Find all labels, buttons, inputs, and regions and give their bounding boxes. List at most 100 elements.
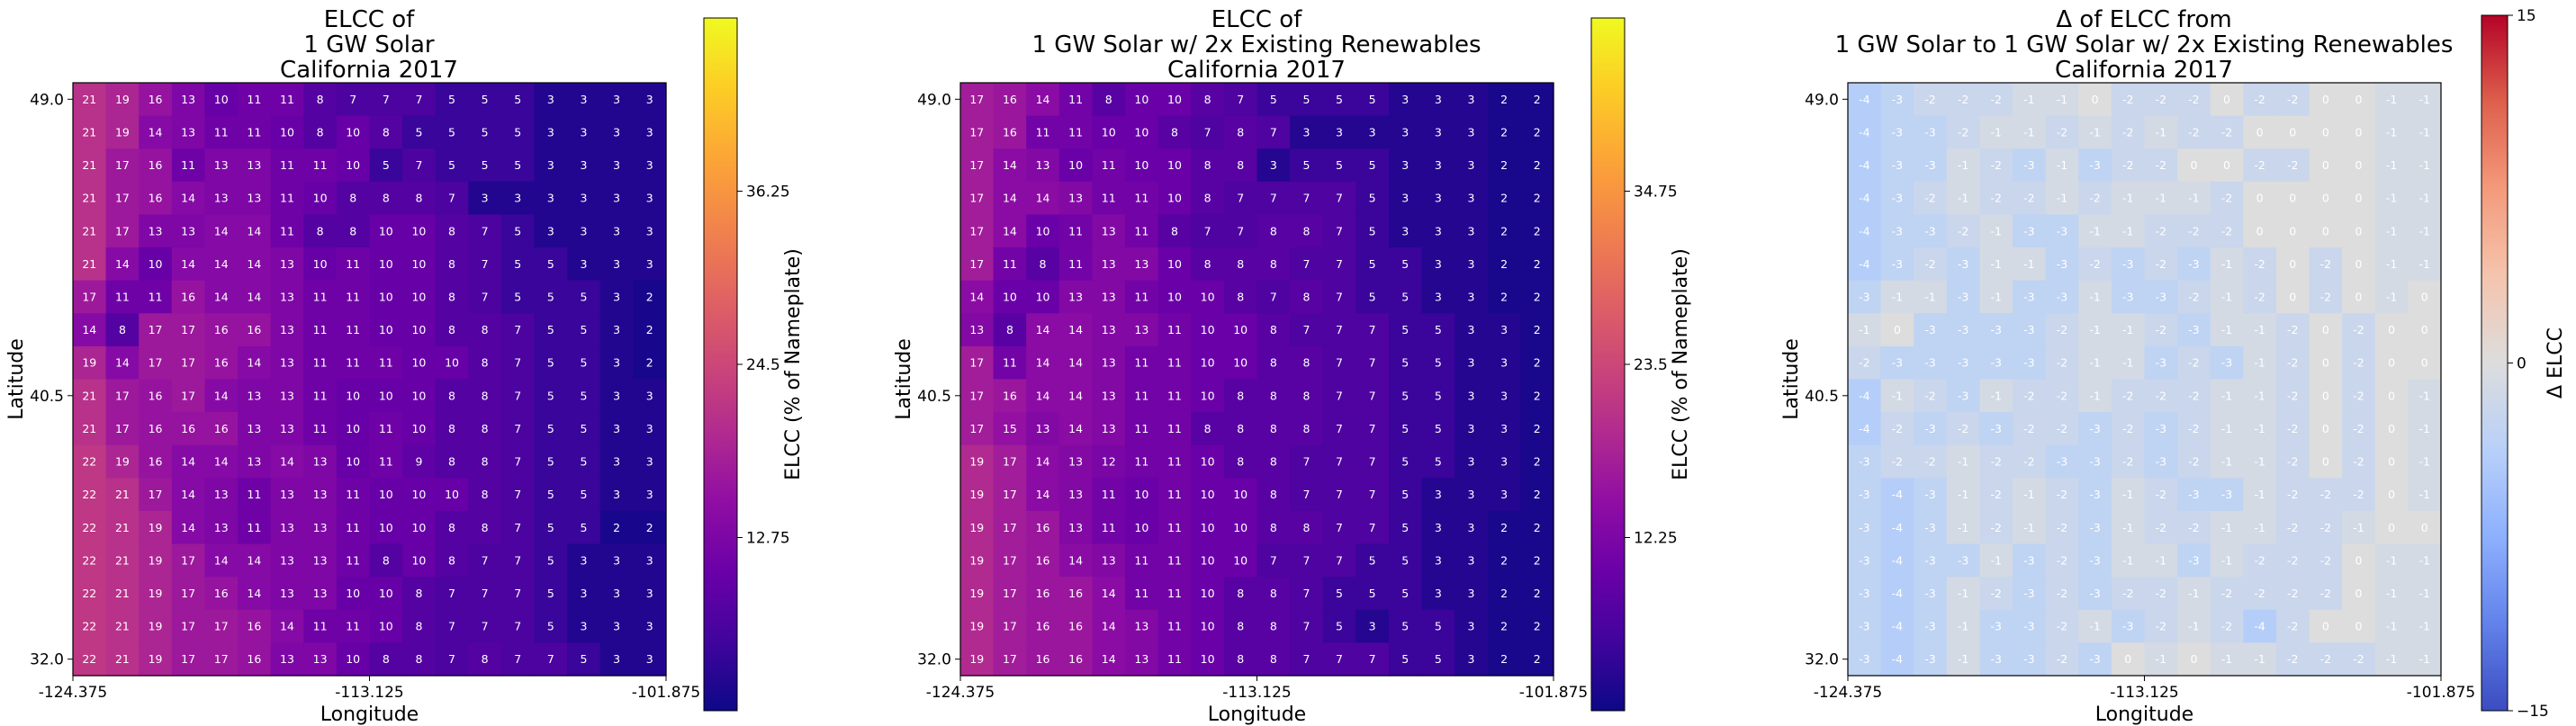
cell-value-label: -4 <box>1892 553 1904 567</box>
heatmap-cell <box>2309 412 2343 446</box>
heatmap-cell <box>2309 148 2343 183</box>
heatmap-cell <box>1223 444 1258 479</box>
x-tick-label: -124.375 <box>926 684 995 702</box>
heatmap-cell <box>1125 280 1159 314</box>
cell-value-label: 2 <box>646 323 653 336</box>
cell-value-label: 8 <box>415 620 422 633</box>
cell-value-label: 11 <box>313 356 328 370</box>
cell-value-label: 0 <box>2289 192 2296 205</box>
heatmap-cell <box>2013 379 2047 413</box>
cell-value-label: -1 <box>2221 422 2232 435</box>
cell-value-label: 3 <box>1467 422 1474 435</box>
heatmap-cell <box>369 280 403 314</box>
heatmap-cell <box>599 214 634 248</box>
heatmap-cell <box>1256 577 1291 611</box>
heatmap-cell <box>1455 543 1489 578</box>
heatmap-cell <box>1223 214 1258 248</box>
heatmap-cell <box>1388 115 1423 149</box>
cell-value-label: 17 <box>115 224 130 238</box>
cell-value-label: 14 <box>1036 192 1050 205</box>
heatmap-cell <box>2342 83 2376 117</box>
cell-value-label: 8 <box>1237 290 1244 303</box>
cell-value-label: 8 <box>448 389 455 402</box>
heatmap-cell <box>1356 444 1390 479</box>
heatmap-cell <box>1322 609 1356 643</box>
heatmap-cell <box>2374 642 2409 677</box>
cell-value-label: -1 <box>2089 224 2100 238</box>
cell-value-label: 0 <box>2256 125 2264 139</box>
cell-value-label: 16 <box>1036 553 1050 567</box>
cell-value-label: 21 <box>115 620 130 633</box>
heatmap-cell <box>2275 510 2310 545</box>
heatmap-cell <box>534 181 568 216</box>
chart-title-line: 1 GW Solar <box>303 31 434 58</box>
heatmap-cell <box>500 577 536 611</box>
cell-value-label: -1 <box>2221 521 2232 534</box>
heatmap-cell <box>105 115 140 149</box>
heatmap-cell <box>1223 313 1258 347</box>
heatmap-cell <box>171 280 206 314</box>
cell-value-label: 0 <box>2355 158 2362 172</box>
cell-value-label: -3 <box>1892 356 1903 370</box>
x-tick-label: -101.875 <box>2407 684 2475 702</box>
cell-value-label: 7 <box>1369 389 1376 402</box>
cell-value-label: -1 <box>2057 158 2067 172</box>
cell-value-label: 19 <box>969 488 984 501</box>
cell-value-label: 14 <box>1036 356 1050 370</box>
heatmap-cell <box>171 543 206 578</box>
heatmap-cell <box>204 642 239 677</box>
cell-value-label: 10 <box>1201 553 1215 567</box>
heatmap-cell <box>1191 345 1225 381</box>
heatmap-cell <box>1979 577 2013 611</box>
chart-title-line: California 2017 <box>2055 57 2233 84</box>
heatmap-cell <box>2111 214 2146 248</box>
heatmap-cell <box>2408 280 2442 314</box>
heatmap-cell <box>993 478 1027 512</box>
heatmap-cell <box>500 543 536 578</box>
cell-value-label: 10 <box>445 356 459 370</box>
heatmap-cell <box>1322 313 1356 347</box>
cell-value-label: 8 <box>482 488 489 501</box>
cell-value-label: -3 <box>2057 455 2067 469</box>
cell-value-label: -2 <box>2353 356 2364 370</box>
cell-value-label: 17 <box>181 553 195 567</box>
cell-value-label: 2 <box>1500 620 1508 633</box>
heatmap-cell <box>2309 478 2343 512</box>
cell-value-label: 10 <box>379 389 393 402</box>
heatmap-cell <box>2045 115 2079 149</box>
heatmap-cell <box>105 412 140 446</box>
cell-value-label: -3 <box>2188 323 2199 336</box>
heatmap-cell <box>1322 83 1356 117</box>
cell-value-label: -3 <box>1859 488 1869 501</box>
cell-value-label: -4 <box>1859 125 1870 139</box>
cell-value-label: -2 <box>2221 192 2232 205</box>
heatmap-cell <box>2111 510 2146 545</box>
heatmap-cell <box>2342 181 2376 216</box>
cell-value-label: 5 <box>514 290 521 303</box>
heatmap-cell <box>2374 577 2409 611</box>
cell-value-label: -3 <box>2023 323 2034 336</box>
heatmap-cell <box>1455 214 1489 248</box>
cell-value-label: 5 <box>1435 389 1442 402</box>
colorbar-tick-label: 34.75 <box>1634 184 1678 202</box>
cell-value-label: -2 <box>2057 620 2067 633</box>
cell-value-label: -2 <box>2287 488 2298 501</box>
heatmap-cell <box>1520 181 1554 216</box>
cell-value-label: 14 <box>280 455 294 469</box>
cell-value-label: 10 <box>346 389 360 402</box>
heatmap-cell <box>2210 444 2244 479</box>
heatmap-cell <box>2013 478 2047 512</box>
heatmap-cell <box>1455 609 1489 643</box>
cell-value-label: -2 <box>2287 389 2298 402</box>
cell-value-label: 3 <box>646 192 653 205</box>
cell-value-label: 5 <box>580 356 587 370</box>
heatmap-cell <box>960 345 995 381</box>
cell-value-label: 8 <box>448 521 455 534</box>
heatmap-cell <box>2177 148 2211 183</box>
cell-value-label: -3 <box>2221 488 2232 501</box>
cell-value-label: 7 <box>1369 652 1376 666</box>
cell-value-label: 0 <box>2421 521 2428 534</box>
heatmap-cell <box>1979 478 2013 512</box>
heatmap-cell <box>238 345 272 381</box>
cell-value-label: 7 <box>1369 356 1376 370</box>
